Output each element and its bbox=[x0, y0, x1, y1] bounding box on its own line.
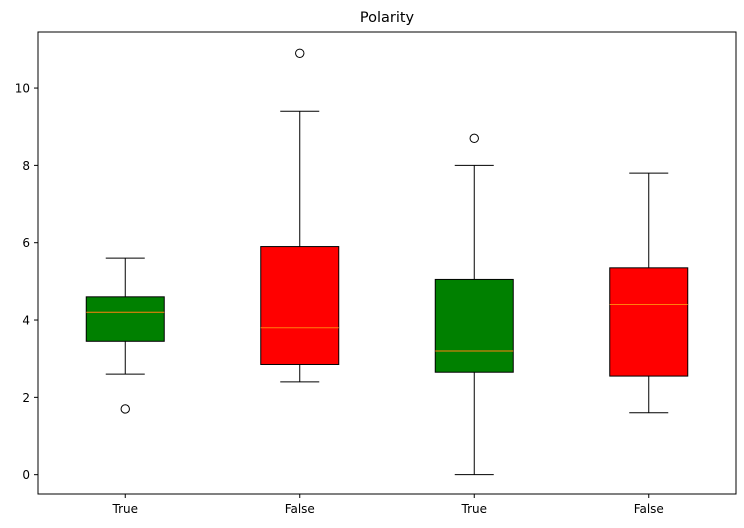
y-tick-label: 8 bbox=[22, 159, 30, 173]
y-tick-label: 6 bbox=[22, 236, 30, 250]
x-tick-label: True bbox=[461, 502, 488, 516]
y-tick-label: 10 bbox=[15, 82, 30, 96]
x-tick-label: True bbox=[112, 502, 139, 516]
y-tick-label: 4 bbox=[22, 314, 30, 328]
y-tick-label: 2 bbox=[22, 391, 30, 405]
box-group-1 bbox=[85, 257, 165, 414]
outlier-point bbox=[120, 404, 130, 414]
box-group-3 bbox=[434, 133, 514, 476]
box-iqr bbox=[85, 296, 165, 342]
boxes-layer bbox=[85, 48, 689, 476]
y-tick-label: 0 bbox=[22, 468, 30, 482]
box-group-2 bbox=[260, 48, 340, 383]
x-tick-label: False bbox=[634, 502, 664, 516]
plot-frame bbox=[37, 31, 737, 495]
box-iqr bbox=[609, 267, 689, 377]
box-iqr bbox=[260, 246, 340, 365]
axes-layer: True False True False 0 2 4 6 8 10 bbox=[15, 31, 737, 516]
outlier-point bbox=[295, 48, 305, 58]
box-iqr bbox=[434, 278, 514, 373]
box-group-4 bbox=[609, 172, 689, 414]
chart-title: Polarity bbox=[360, 10, 415, 26]
outlier-point bbox=[469, 133, 479, 144]
x-tick-label: False bbox=[285, 502, 315, 516]
